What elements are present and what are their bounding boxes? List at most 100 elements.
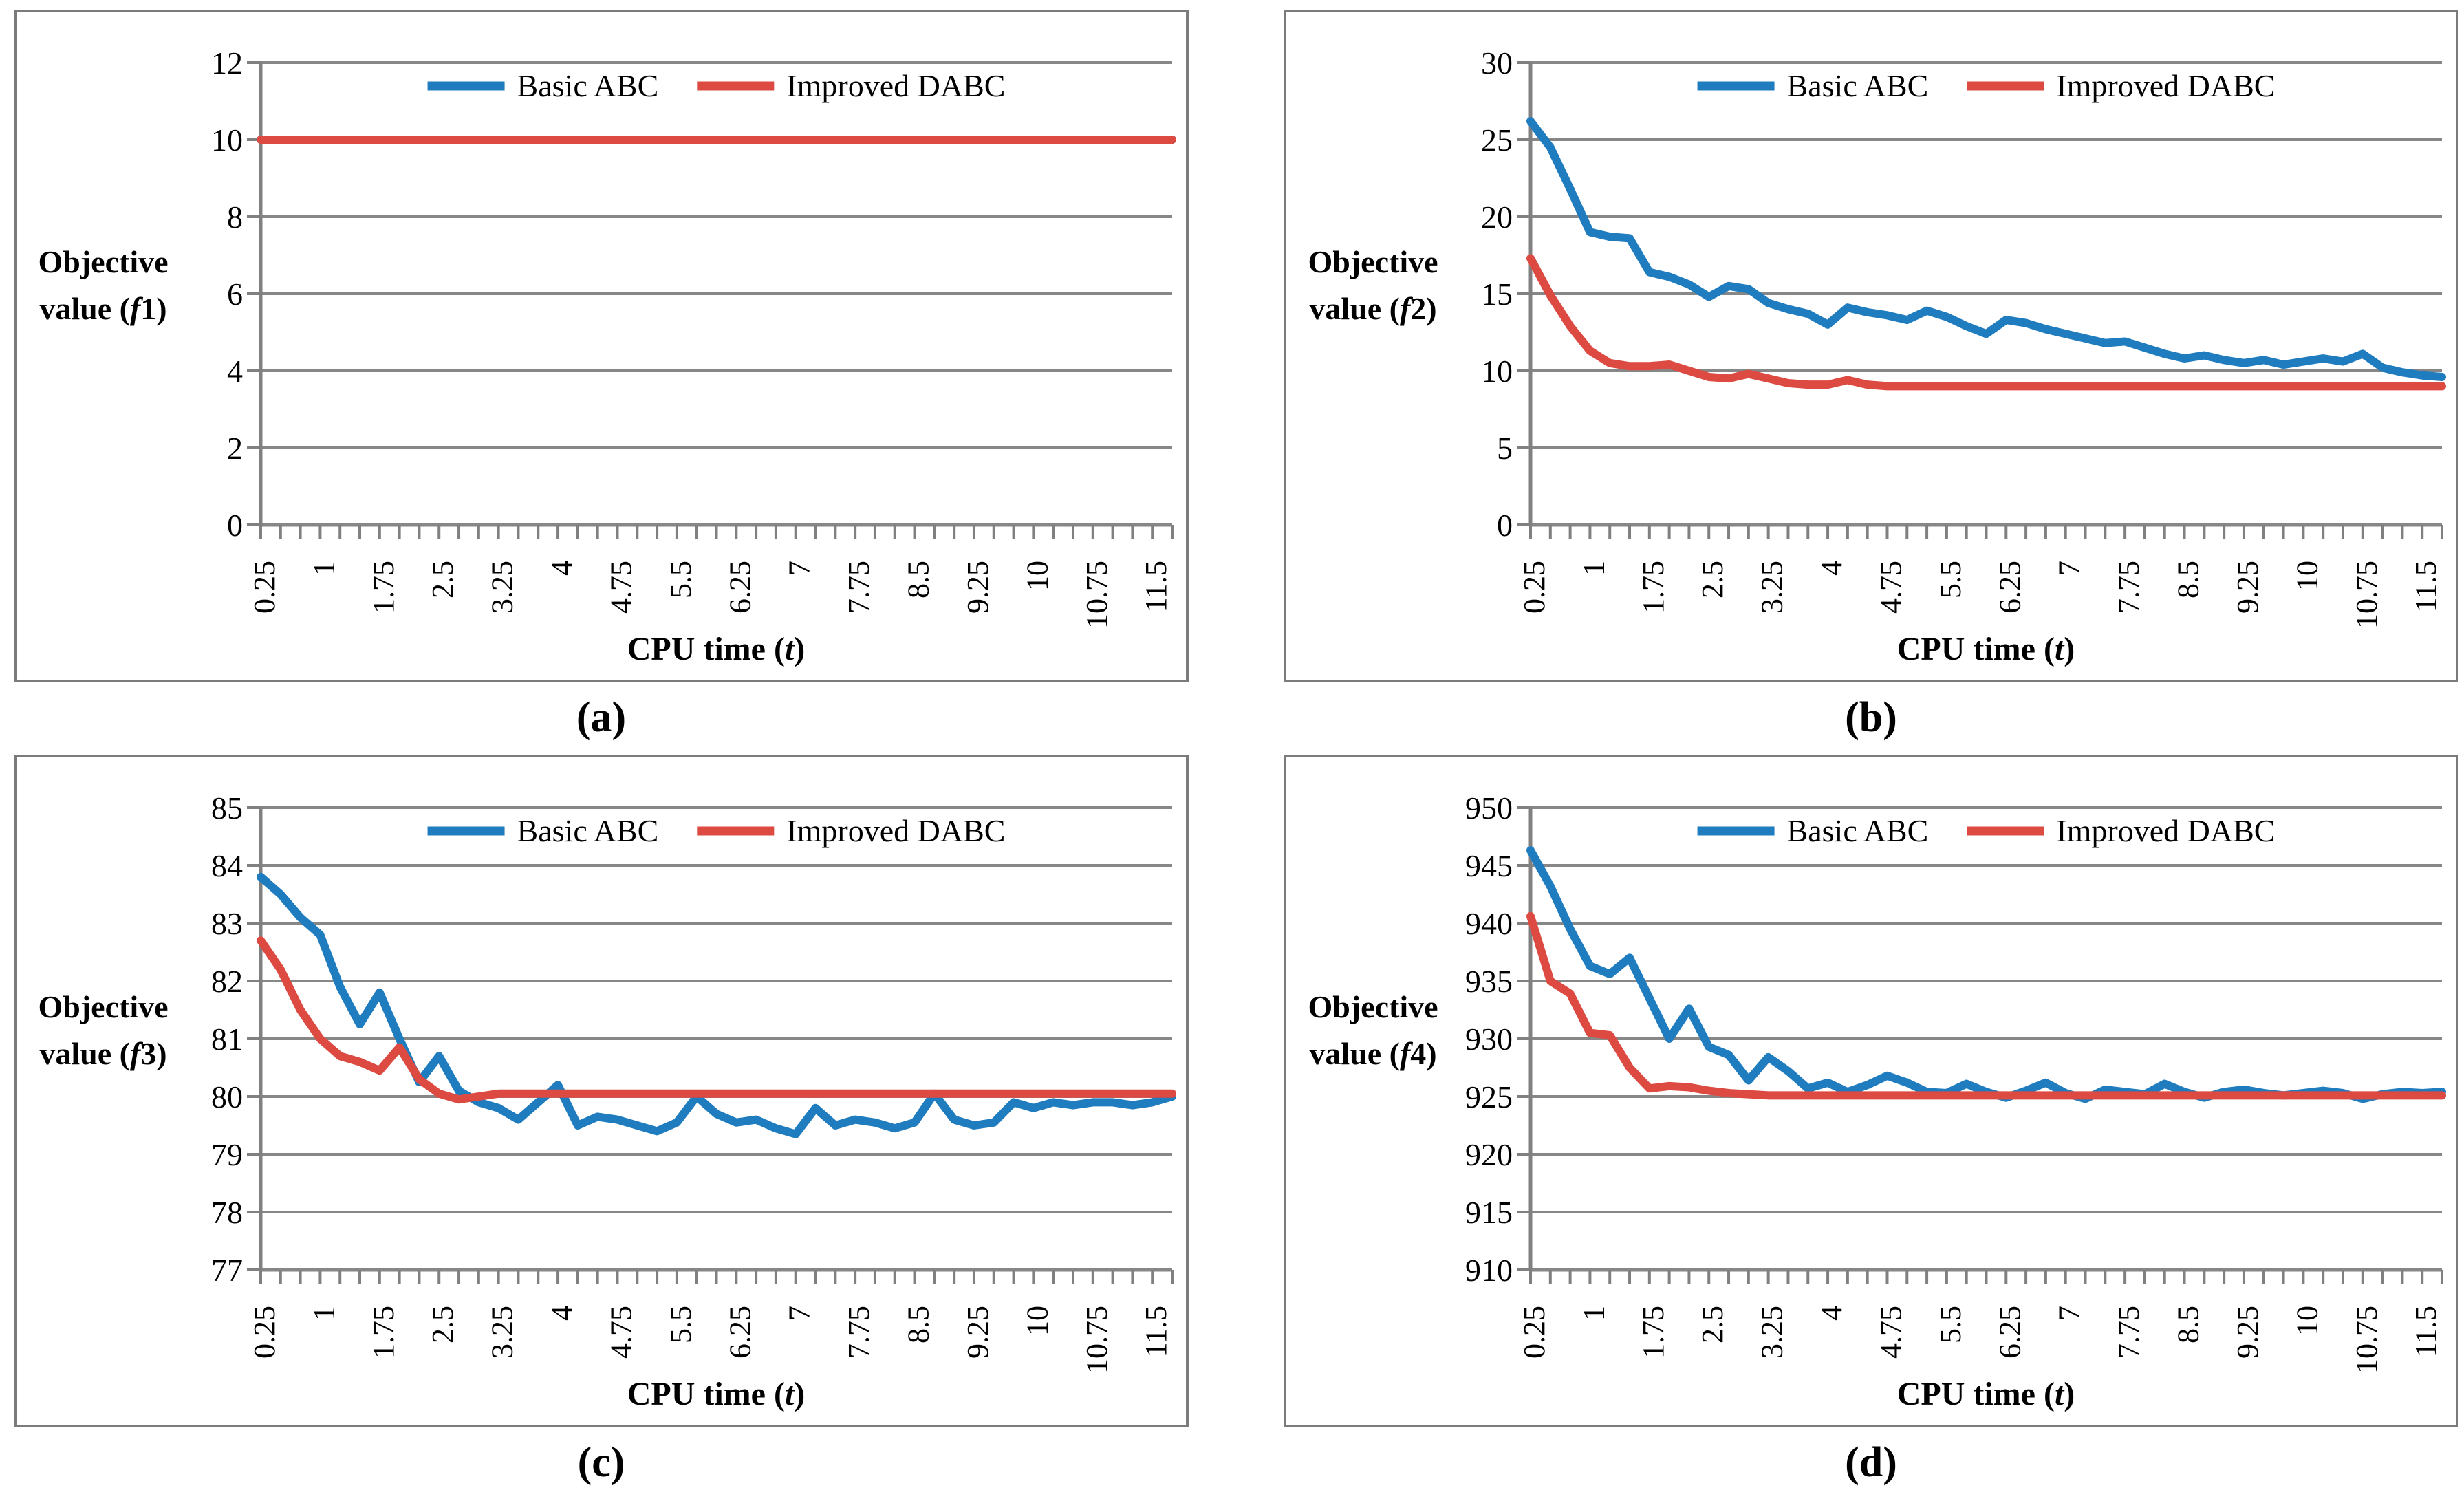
y-tick-label: 925: [1465, 1079, 1513, 1114]
x-tick-label: 7.75: [2112, 561, 2146, 614]
legend-label-improved-dabc: Improved DABC: [786, 68, 1005, 103]
chart-c: 77 78 79 80 81 82 83 84 85 0.25 1 1.75 2.5 3.25 4 4.75…: [38, 790, 1176, 1412]
x-tick-labels: 0.25 1 1.75 2.5 3.25 4 4.75 5.5 6.25 7 7.75 8.5 9.25…: [248, 1306, 1173, 1374]
x-tick-label: 7.75: [842, 1306, 876, 1359]
legend-label-improved-dabc: Improved DABC: [786, 813, 1005, 848]
chart-frame-b: 0 5 10 15 20 25 30 0.25 1 1.75 2.5 3.25 4 4.75 5.5 6.2…: [1284, 10, 2458, 682]
x-tick-label: 11.5: [1139, 561, 1173, 612]
x-tick-label: 6.25: [1993, 1306, 2027, 1359]
x-tick-label: 2.5: [426, 561, 460, 598]
chart-frame-d: 910 915 920 925 930 935 940 945 950 0.25 1 1.75 2.5…: [1284, 755, 2458, 1427]
legend-label-improved-dabc: Improved DABC: [2056, 813, 2275, 848]
chart-b: 0 5 10 15 20 25 30 0.25 1 1.75 2.5 3.25 4 4.75 5.5 6.2…: [1308, 45, 2446, 667]
x-tick-label: 8.5: [902, 561, 936, 598]
series-line-improved: [257, 936, 1176, 1104]
y-tick-labels: 77 78 79 80 81 82 83 84 85: [211, 790, 243, 1288]
y-tick-labels: 0 2 4 6 8 10 12: [211, 45, 243, 543]
x-tick-label: 0.25: [1517, 561, 1551, 614]
x-tick-label: 4: [1815, 561, 1848, 576]
chart-d: 910 915 920 925 930 935 940 945 950 0.25 1 1.75 2.5…: [1308, 790, 2446, 1412]
y-tick-label: 2: [227, 431, 243, 466]
legend-label-basic-abc: Basic ABC: [517, 813, 659, 848]
x-tick-label: 4: [545, 561, 579, 576]
y-tick-label: 10: [211, 122, 243, 158]
x-tick-label: 8.5: [2172, 561, 2205, 598]
x-tick-label: 4: [545, 1306, 579, 1321]
y-tick-label: 940: [1465, 906, 1513, 941]
legend: Basic ABC Improved DABC: [1697, 813, 2275, 848]
x-tick-label: 7.75: [2112, 1306, 2146, 1359]
y-tick-label: 82: [211, 964, 243, 999]
y-tick-label: 5: [1497, 431, 1513, 466]
y-tick-label: 0: [1497, 508, 1513, 543]
y-tick-label: 78: [211, 1195, 243, 1230]
y-tick-label: 79: [211, 1137, 243, 1172]
x-tick-label: 8.5: [902, 1306, 936, 1343]
x-tick-label: 3.25: [1755, 1306, 1789, 1359]
x-tick-label: 10.75: [1080, 561, 1114, 629]
x-tick-label: 1.75: [367, 561, 400, 614]
x-tick-label: 0.25: [248, 561, 281, 614]
series-line-improved: [1526, 911, 2446, 1100]
legend-label-basic-abc: Basic ABC: [1787, 813, 1929, 848]
axis-lines: [247, 61, 1174, 539]
x-tick-labels: 0.25 1 1.75 2.5 3.25 4 4.75 5.5 6.25 7 7.75 8.5 9.25…: [1517, 561, 2443, 629]
series-line-improved: [1526, 254, 2446, 391]
axis-lines: [1517, 61, 2443, 539]
axis-lines: [247, 806, 1174, 1284]
panel-b: 0 5 10 15 20 25 30 0.25 1 1.75 2.5 3.25 4 4.75 5.5 6.2…: [1284, 10, 2458, 755]
x-tick-label: 6.25: [723, 1306, 757, 1359]
x-axis-title: CPU time (t): [1897, 631, 2075, 667]
x-tick-label: 4.75: [1874, 561, 1908, 614]
x-axis-title: CPU time (t): [1897, 1376, 2075, 1412]
legend: Basic ABC Improved DABC: [1697, 68, 2275, 103]
panel-d: 910 915 920 925 930 935 940 945 950 0.25 1 1.75 2.5…: [1284, 755, 2458, 1500]
caption-b: (b): [1845, 694, 1897, 741]
y-tick-label: 84: [211, 848, 243, 883]
x-tick-label: 1: [307, 1306, 341, 1321]
caption-c: (c): [577, 1439, 625, 1486]
y-tick-label: 930: [1465, 1022, 1513, 1057]
series-lines: [257, 872, 1176, 1138]
y-tick-label: 20: [1481, 199, 1513, 235]
x-tick-label: 7: [783, 561, 817, 576]
caption-d: (d): [1845, 1439, 1897, 1486]
x-tick-label: 2.5: [1696, 1306, 1729, 1343]
y-axis-title-line1: Objective: [38, 989, 168, 1024]
x-tick-label: 11.5: [2409, 561, 2443, 612]
legend: Basic ABC Improved DABC: [427, 813, 1005, 848]
x-tick-label: 4.75: [1874, 1306, 1908, 1359]
x-tick-label: 7: [783, 1306, 817, 1321]
x-tick-label: 2.5: [426, 1306, 460, 1343]
y-tick-label: 910: [1465, 1253, 1513, 1288]
x-tick-label: 4.75: [604, 1306, 638, 1359]
y-axis-title-line2: value (f4): [1309, 1036, 1436, 1071]
x-tick-label: 9.25: [961, 561, 995, 614]
x-tick-label: 5.5: [664, 1306, 698, 1343]
caption-a: (a): [576, 694, 627, 741]
y-tick-labels: 0 5 10 15 20 25 30: [1481, 45, 1513, 543]
legend-label-basic-abc: Basic ABC: [517, 68, 659, 103]
y-axis-title-line2: value (f3): [39, 1036, 166, 1071]
x-tick-label: 10: [2290, 1306, 2324, 1336]
x-tick-label: 4.75: [604, 561, 638, 614]
x-tick-label: 7: [2053, 1306, 2086, 1321]
y-tick-label: 10: [1481, 354, 1513, 389]
chart-frame-c: 77 78 79 80 81 82 83 84 85 0.25 1 1.75 2.5 3.25 4 4.75…: [14, 755, 1189, 1427]
y-tick-label: 4: [227, 354, 243, 389]
y-tick-label: 81: [211, 1022, 243, 1057]
x-tick-label: 4: [1815, 1306, 1848, 1321]
gridlines: [1531, 61, 2442, 527]
x-tick-label: 8.5: [2172, 1306, 2205, 1343]
gridlines: [261, 61, 1172, 527]
y-tick-label: 915: [1465, 1195, 1513, 1230]
legend: Basic ABC Improved DABC: [427, 68, 1005, 103]
x-tick-label: 0.25: [1517, 1306, 1551, 1359]
y-axis-title-line2: value (f1): [39, 291, 166, 326]
legend-label-basic-abc: Basic ABC: [1787, 68, 1929, 103]
figure-row-bottom: 77 78 79 80 81 82 83 84 85 0.25 1 1.75 2.5 3.25 4 4.75…: [14, 755, 2464, 1500]
y-tick-label: 6: [227, 277, 243, 312]
y-axis-title-line1: Objective: [38, 244, 168, 279]
y-tick-labels: 910 915 920 925 930 935 940 945 950: [1465, 790, 1513, 1288]
x-tick-label: 3.25: [1755, 561, 1789, 614]
